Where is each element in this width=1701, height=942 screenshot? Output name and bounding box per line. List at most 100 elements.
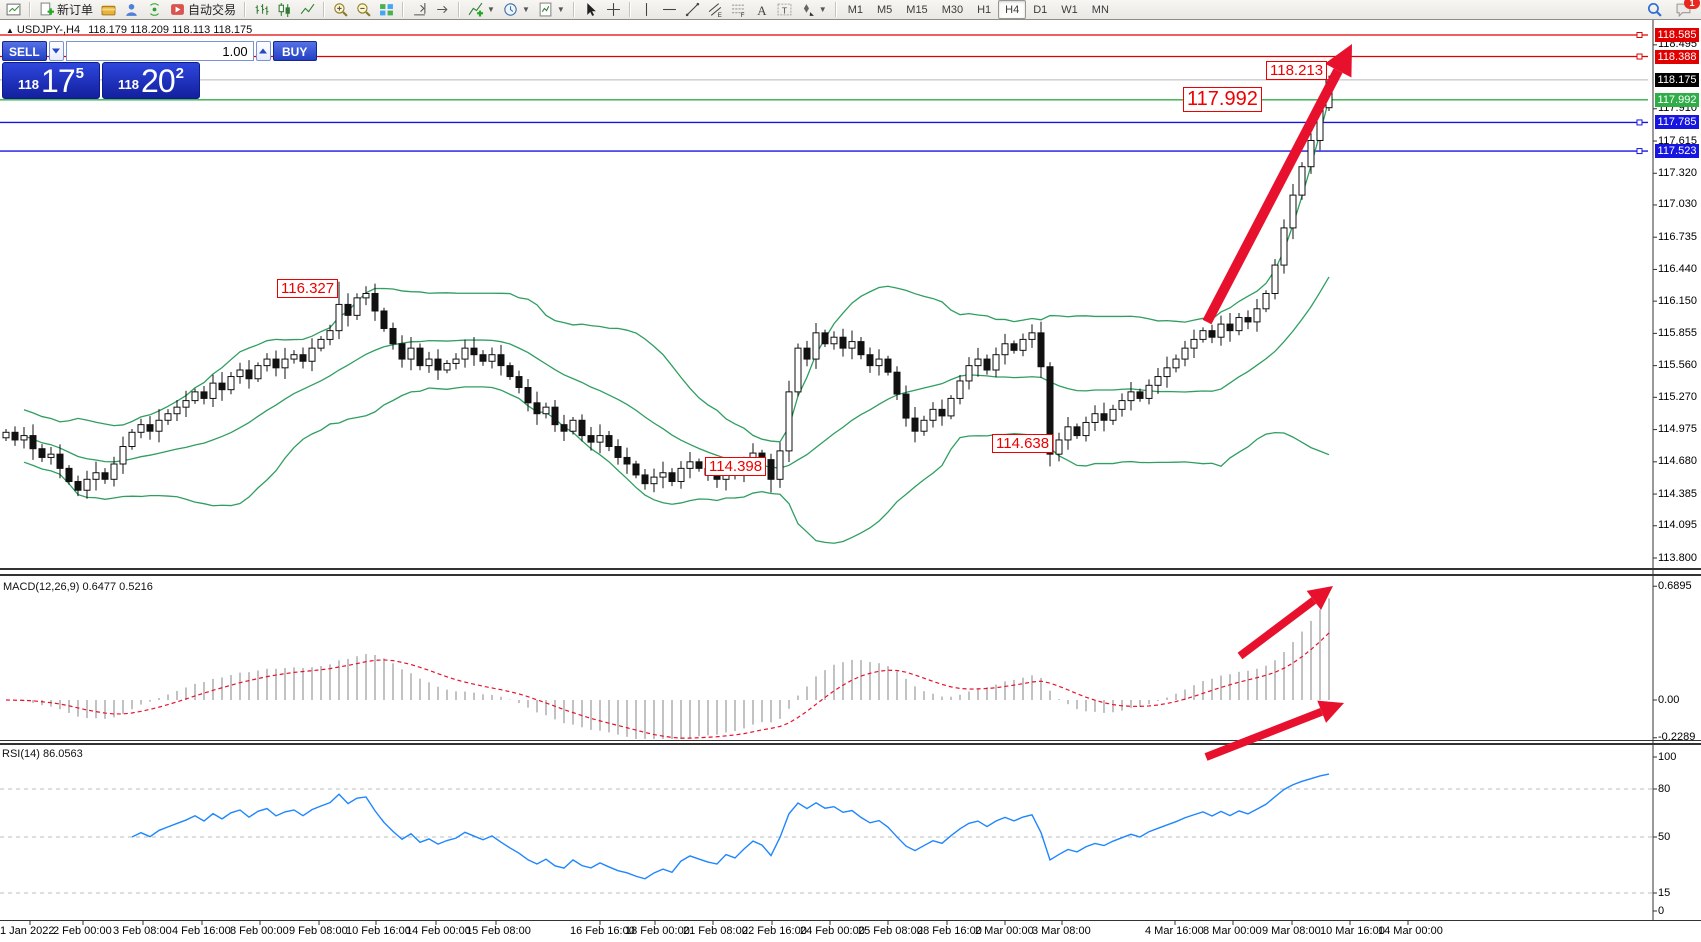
periods-button[interactable]: ▼ [499,0,534,20]
time-label: 2 Mar 00:00 [975,925,1034,937]
trend-arrow[interactable] [1237,586,1333,660]
timeframe-button-w1[interactable]: W1 [1061,3,1078,16]
toolbar-separator [628,2,631,17]
zoom-in-button[interactable] [329,0,352,20]
line-handle[interactable] [1636,148,1643,155]
time-label: 14 Mar 00:00 [1378,925,1443,937]
svg-text:A: A [757,4,767,17]
panel-divider[interactable] [0,568,1701,570]
svg-text:T: T [782,5,788,15]
timeframe-button-h1[interactable]: H1 [977,3,992,16]
panel-divider[interactable] [0,743,1701,745]
volume-increase-button[interactable] [255,41,271,61]
linechart-icon [300,2,315,17]
time-label: 22 Feb 16:00 [742,925,807,937]
bollinger-upper-band [23,98,1330,443]
sell-price-tile[interactable]: 118 17 5 [2,62,100,99]
vertical-line-button[interactable] [635,0,658,20]
community-icon[interactable] [120,0,143,20]
candlestick-series [2,75,1333,499]
volume-decrease-button[interactable] [48,41,64,61]
ohlc-readout: 118.179 118.209 118.113 118.175 [88,24,253,36]
price-tick-label: 114.095 [1658,519,1697,532]
notifications-button[interactable]: 1 [1672,0,1700,20]
price-badge: 118.585 [1655,28,1699,42]
autotrade-icon [170,2,185,17]
text-label-button[interactable]: T [773,0,796,20]
trend-arrow[interactable] [1202,44,1352,325]
buy-price-prefix: 118 [118,77,140,92]
rsi-indicator-label: RSI(14) 86.0563 [2,748,83,760]
time-label: 10 Feb 16:00 [346,925,411,937]
horizontal-line-button[interactable] [658,0,681,20]
timeframe-button-m30[interactable]: M30 [941,3,964,16]
panel-divider[interactable] [0,920,1701,921]
time-label: 3 Feb 08:00 [113,925,172,937]
buy-button[interactable]: BUY [272,41,317,61]
line-handle[interactable] [1636,32,1643,38]
panel-divider[interactable] [0,740,1701,741]
svg-text:F: F [740,12,744,17]
text-button[interactable]: A [750,0,773,20]
bollinger-middle-band [23,276,1330,469]
price-label-annotation[interactable]: 114.638 [992,434,1054,454]
tile-windows-button[interactable] [375,0,398,20]
toolbar-separator [244,2,247,17]
bars-icon [254,2,269,17]
time-label: 3 Mar 08:00 [1032,925,1091,937]
price-badge: 118.175 [1655,72,1699,87]
indicator-icon [468,2,484,17]
price-label-annotation[interactable]: 116.327 [277,279,339,299]
auto-scroll-button[interactable] [431,0,454,20]
crosshair-button[interactable] [602,0,625,20]
fibonacci-button[interactable]: F [727,0,750,20]
templates-button[interactable]: ▼ [534,0,569,20]
autotrade-button[interactable]: 自动交易 [166,0,240,20]
price-label-annotation[interactable]: 114.398 [705,457,767,477]
price-badge: 118.388 [1655,49,1699,64]
chart-shift-button[interactable] [408,0,431,20]
volume-input[interactable] [65,41,254,61]
rsi-tick-label: 100 [1658,750,1677,763]
time-label: 1 Jan 2022 [0,925,55,937]
line-chart-button[interactable] [296,0,319,20]
indicators-button[interactable]: ▼ [464,0,499,20]
time-label: 16 Feb 16:00 [570,925,635,937]
line-handle[interactable] [1636,119,1643,126]
zoom-out-button[interactable] [352,0,375,20]
candlestick-chart-button[interactable] [273,0,296,20]
signals-icon[interactable] [143,0,166,20]
toolbar-separator [29,2,31,17]
price-badge: 117.992 [1655,92,1699,107]
sell-button[interactable]: SELL [2,41,47,61]
text-icon: A [754,2,769,17]
timeframe-button-d1[interactable]: D1 [1033,3,1048,16]
time-label: 8 Mar 00:00 [1203,925,1262,937]
time-label: 8 Feb 00:00 [230,925,289,937]
sell-price-prefix: 118 [18,77,40,92]
arrows-button[interactable]: ▼ [796,0,831,20]
search-button[interactable] [1643,0,1666,20]
trendline-button[interactable] [681,0,704,20]
bar-chart-button[interactable] [250,0,273,20]
equidistant-channel-button[interactable]: E [704,0,727,20]
price-label-annotation[interactable]: 117.992 [1183,87,1262,112]
new-chart-icon[interactable] [2,0,25,20]
panel-divider[interactable] [0,574,1701,576]
buy-price-tile[interactable]: 118 20 2 [102,62,200,99]
time-label: 14 Feb 00:00 [406,925,471,937]
timeframe-button-m5[interactable]: M5 [877,3,893,16]
history-wallet-icon[interactable] [97,0,120,20]
cursor-button[interactable] [579,0,602,20]
template-icon [538,2,553,17]
line-handle[interactable] [1636,53,1643,60]
price-tick-label: 116.440 [1658,262,1697,275]
timeframe-button-mn[interactable]: MN [1091,3,1109,16]
timeframe-button-m1[interactable]: M1 [847,3,863,16]
timeframe-button-h4[interactable]: H4 [998,0,1027,19]
price-label-annotation[interactable]: 118.213 [1266,61,1328,81]
trend-arrow[interactable] [1204,700,1344,761]
new-order-button[interactable]: 新订单 [35,0,97,20]
timeframe-button-m15[interactable]: M15 [906,3,928,16]
